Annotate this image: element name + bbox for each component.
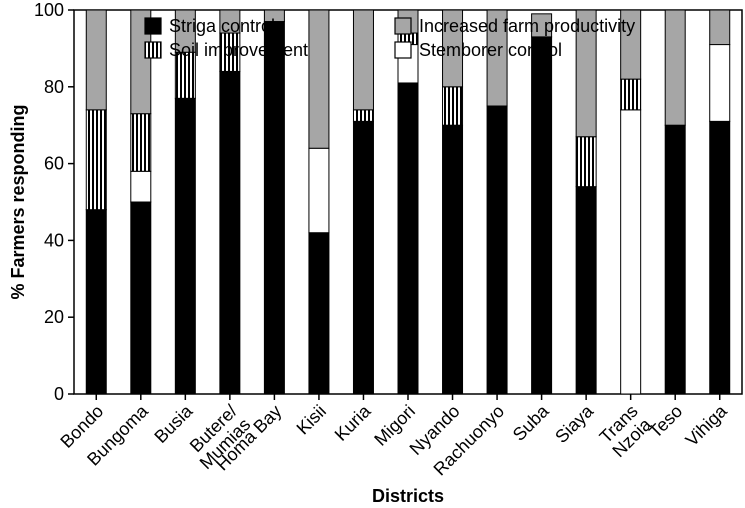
bar-segment: [709, 9, 731, 46]
x-tick-label-line: Kuria: [331, 400, 376, 445]
legend-label: Increased farm productivity: [419, 16, 635, 36]
bar-segment: [352, 120, 374, 395]
legend-label: Stemborer control: [419, 40, 562, 60]
legend-swatch: [144, 17, 162, 35]
y-tick-label: 60: [44, 154, 64, 174]
y-tick-label: 80: [44, 77, 64, 97]
legend: Striga control Increased farm productivit…: [144, 16, 635, 60]
x-tick-label-line: Teso: [645, 401, 686, 442]
bar-segment: [263, 9, 285, 23]
bar-segment: [85, 9, 107, 111]
x-tick-label: Kisii: [293, 401, 330, 438]
x-axis-title: Districts: [372, 486, 444, 506]
bar-segment: [352, 9, 374, 111]
x-tick-label: Vihiga: [682, 400, 732, 450]
legend-swatch: [394, 41, 412, 59]
bar-segment: [620, 109, 642, 395]
y-axis-title: % Farmers responding: [8, 104, 28, 299]
legend-label: Soil improvement: [169, 40, 308, 60]
bar-segment: [620, 78, 642, 111]
bar-segment: [85, 209, 107, 395]
x-tick-label-line: Suba: [509, 400, 554, 445]
bar-segment: [130, 113, 152, 172]
bar-segment: [575, 9, 597, 138]
bar-segment: [575, 136, 597, 188]
y-tick-label: 100: [34, 0, 64, 20]
bar-segment: [442, 86, 464, 126]
bar-segment: [130, 170, 152, 203]
bar-segment: [174, 9, 196, 53]
bar-segment: [709, 120, 731, 395]
y-tick-label: 20: [44, 307, 64, 327]
x-tick-label-line: Siaya: [551, 400, 598, 447]
legend-swatch: [144, 41, 162, 59]
x-tick-label-line: Kisii: [293, 401, 330, 438]
bar-segment: [130, 9, 152, 115]
x-tick-label: Teso: [645, 401, 686, 442]
bar-segment: [85, 109, 107, 211]
legend-label: Striga control: [169, 16, 275, 36]
bar-segment: [575, 186, 597, 395]
legend-swatch: [394, 17, 412, 35]
bar-segment: [308, 232, 330, 395]
bar-segment: [531, 36, 553, 395]
bar-segment: [531, 13, 553, 38]
x-tick-label: Kuria: [331, 400, 376, 445]
bar-segment: [174, 97, 196, 395]
bar-segment: [620, 9, 642, 80]
bar-segment: [486, 105, 508, 395]
bar-segment: [308, 9, 330, 149]
bar-segment: [130, 201, 152, 395]
bar-segment: [219, 70, 241, 395]
y-tick-label: 40: [44, 230, 64, 250]
bar-segment: [352, 109, 374, 122]
y-tick-label: 0: [54, 384, 64, 404]
bar-segment: [709, 44, 731, 122]
bar-segment: [442, 124, 464, 395]
x-tick-label: Siaya: [551, 400, 598, 447]
bar-segment: [308, 147, 330, 234]
bar-segment: [263, 21, 285, 395]
bar-segment: [219, 9, 241, 34]
x-tick-label-line: Vihiga: [682, 400, 732, 450]
bar-segment: [442, 9, 464, 88]
bar-segment: [486, 9, 508, 107]
bar-segment: [664, 124, 686, 395]
x-tick-label: Suba: [509, 400, 554, 445]
bars: [85, 9, 731, 395]
bar-segment: [664, 9, 686, 126]
bar-segment: [397, 82, 419, 395]
